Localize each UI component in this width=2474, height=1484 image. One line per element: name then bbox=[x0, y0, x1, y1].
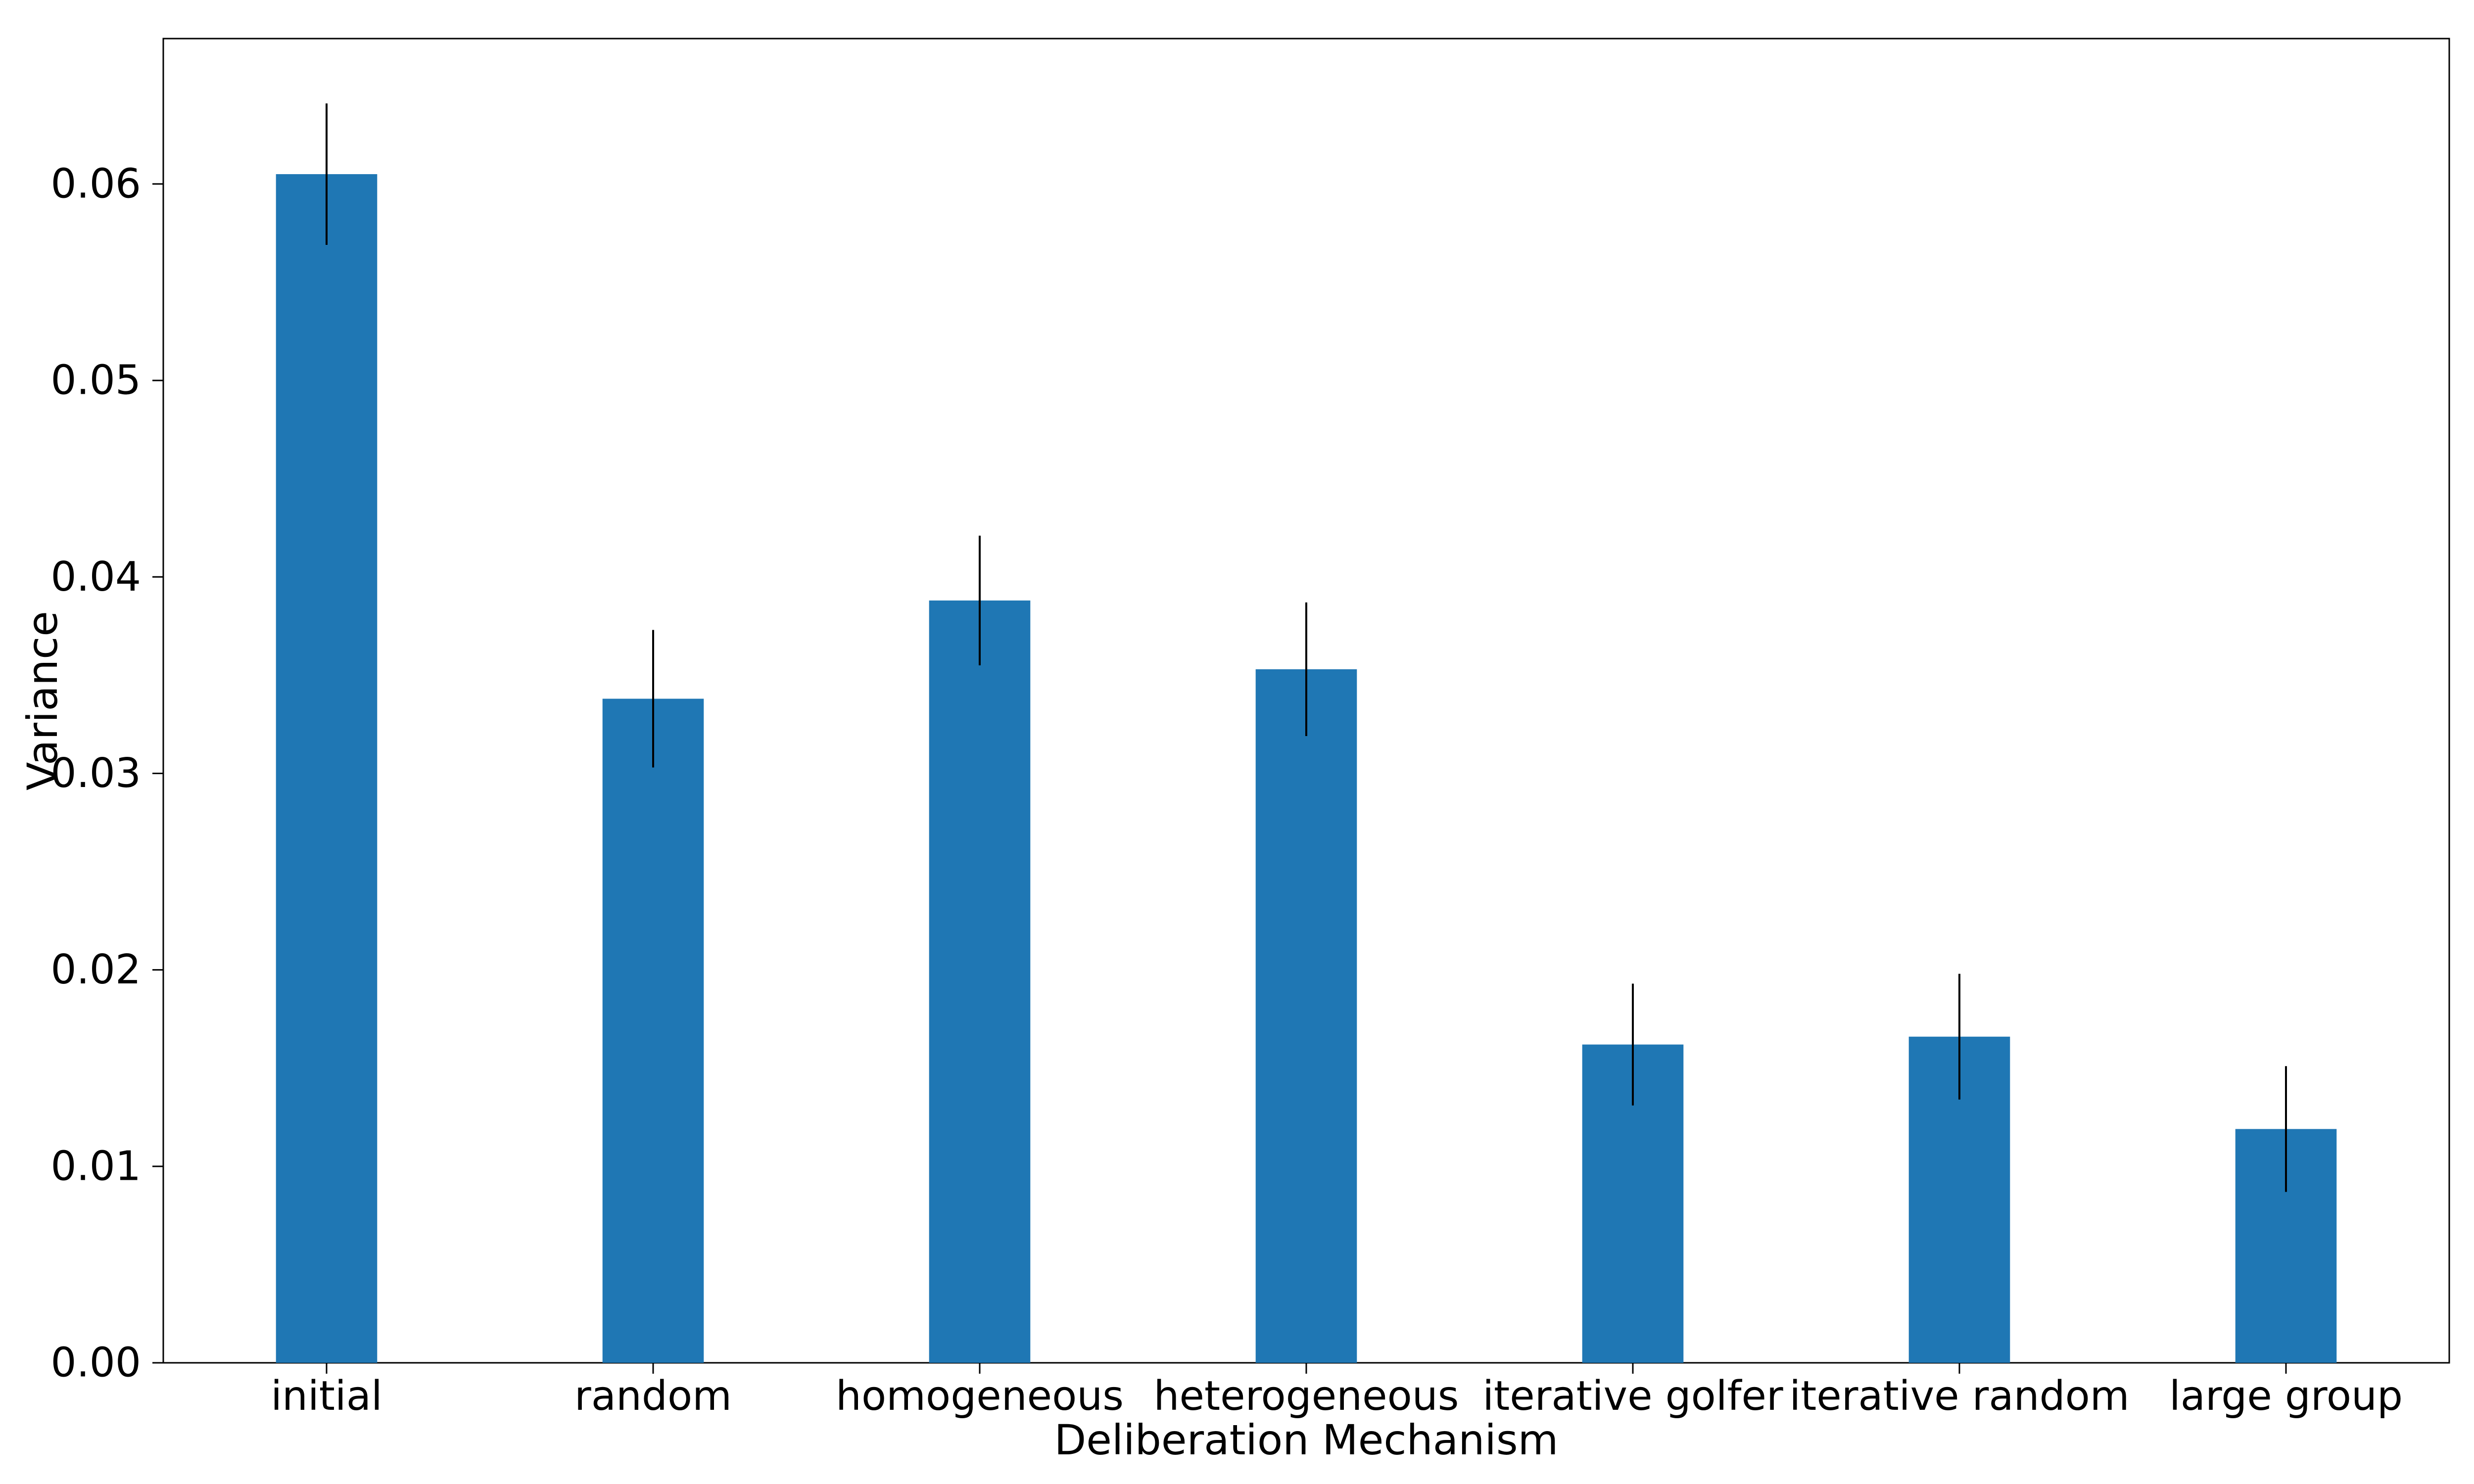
error-bars-group bbox=[326, 103, 2287, 1192]
x-tick-label: iterative golfer bbox=[1482, 1373, 1783, 1420]
y-axis-label: Variance bbox=[18, 611, 67, 790]
x-axis-label: Deliberation Mechanism bbox=[1054, 1416, 1559, 1464]
x-tick-label: homogeneous bbox=[836, 1373, 1124, 1420]
x-tick-label: heterogeneous bbox=[1154, 1373, 1459, 1420]
bar-homogeneous bbox=[929, 600, 1031, 1363]
x-axis-ticks: initial random homogeneous heterogeneous ite… bbox=[271, 1363, 2403, 1420]
y-tick-label: 0.04 bbox=[50, 554, 141, 601]
x-tick-label: random bbox=[574, 1373, 732, 1420]
y-tick-label: 0.01 bbox=[50, 1143, 141, 1190]
bar-initial bbox=[276, 174, 378, 1363]
y-tick-label: 0.03 bbox=[50, 750, 141, 797]
bar-heterogeneous bbox=[1255, 669, 1357, 1363]
bars-group bbox=[276, 174, 2337, 1363]
y-tick-label: 0.06 bbox=[50, 160, 141, 207]
y-tick-label: 0.00 bbox=[50, 1340, 141, 1387]
x-tick-label: iterative random bbox=[1789, 1373, 2129, 1420]
y-tick-label: 0.02 bbox=[50, 946, 141, 993]
x-tick-label: initial bbox=[271, 1373, 382, 1420]
y-axis-ticks: 0.00 0.01 0.02 0.03 0.04 0.05 0.06 bbox=[50, 160, 163, 1387]
x-tick-label: large group bbox=[2169, 1373, 2403, 1420]
bar-random bbox=[602, 698, 704, 1363]
y-tick-label: 0.05 bbox=[50, 357, 141, 404]
